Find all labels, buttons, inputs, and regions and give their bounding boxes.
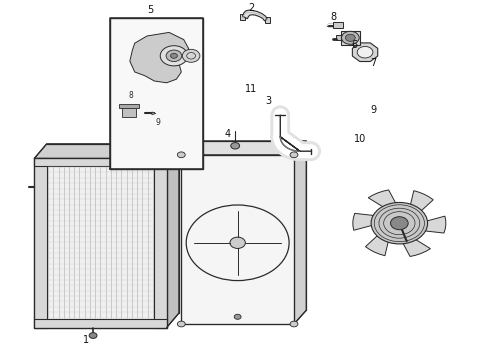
Polygon shape [353, 213, 385, 230]
Polygon shape [265, 17, 270, 23]
Circle shape [160, 46, 188, 66]
Text: 8: 8 [129, 91, 134, 100]
Circle shape [230, 237, 245, 248]
Polygon shape [336, 35, 341, 40]
Circle shape [166, 50, 182, 62]
Text: 5: 5 [147, 5, 153, 15]
Circle shape [171, 53, 177, 58]
Circle shape [357, 46, 373, 58]
Text: 7: 7 [370, 58, 376, 68]
Text: 9: 9 [155, 118, 160, 127]
Polygon shape [333, 22, 343, 28]
Circle shape [231, 143, 240, 149]
Polygon shape [167, 144, 179, 328]
Polygon shape [399, 234, 430, 256]
Polygon shape [34, 144, 179, 158]
Circle shape [177, 321, 185, 327]
Circle shape [89, 333, 97, 338]
Polygon shape [34, 319, 167, 328]
Text: 8: 8 [330, 12, 336, 22]
Circle shape [182, 49, 200, 62]
Circle shape [186, 205, 289, 280]
Polygon shape [130, 32, 189, 83]
Polygon shape [366, 229, 390, 256]
Polygon shape [240, 14, 245, 20]
Polygon shape [34, 158, 167, 328]
Circle shape [177, 152, 185, 158]
Polygon shape [34, 158, 47, 328]
Polygon shape [352, 43, 378, 62]
Circle shape [290, 321, 298, 327]
Text: 9: 9 [370, 105, 376, 115]
Text: 3: 3 [266, 96, 271, 106]
Polygon shape [409, 191, 433, 217]
Polygon shape [181, 141, 306, 155]
Polygon shape [368, 190, 400, 212]
Circle shape [234, 314, 241, 319]
Polygon shape [341, 31, 360, 45]
Text: 2: 2 [248, 3, 254, 13]
Polygon shape [34, 158, 167, 166]
Text: 4: 4 [225, 129, 231, 139]
Text: 1: 1 [83, 335, 89, 345]
Polygon shape [294, 141, 306, 324]
Polygon shape [414, 216, 446, 233]
Polygon shape [154, 158, 167, 328]
Text: 11: 11 [245, 84, 257, 94]
Text: 10: 10 [354, 134, 366, 144]
Circle shape [391, 217, 408, 230]
Circle shape [371, 202, 428, 244]
Text: 6: 6 [352, 40, 358, 50]
Circle shape [342, 31, 359, 44]
Polygon shape [243, 10, 267, 21]
Polygon shape [119, 104, 139, 108]
Circle shape [290, 152, 298, 158]
Polygon shape [152, 112, 156, 115]
Polygon shape [110, 18, 203, 169]
Polygon shape [122, 106, 136, 117]
Polygon shape [181, 155, 294, 324]
Circle shape [345, 34, 355, 41]
